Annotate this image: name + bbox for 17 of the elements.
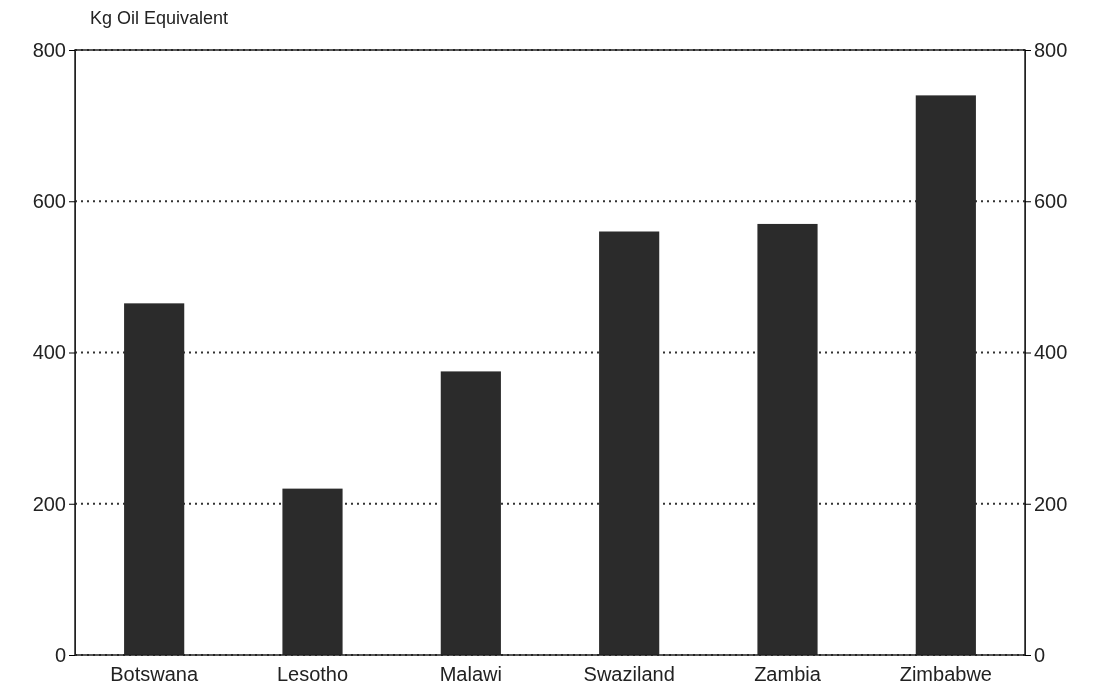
y-tick-label: 400 [32, 341, 66, 364]
y2-tick-label: 600 [1034, 190, 1068, 213]
x-tick-label: Malawi [439, 663, 502, 686]
y-tick-label: 800 [32, 38, 66, 61]
x-tick-label: Swaziland [583, 663, 675, 686]
y2-tick-label: 400 [1034, 341, 1068, 364]
y2-tick-label: 200 [1034, 492, 1068, 515]
x-tick-label: Botswana [110, 663, 199, 686]
y-axis-title: Kg Oil Equivalent [90, 8, 229, 28]
y-tick-label: 600 [32, 190, 66, 213]
y2-tick-label: 800 [1034, 38, 1068, 61]
x-tick-label: Zambia [754, 663, 822, 686]
y2-tick-label: 0 [1034, 643, 1046, 666]
y-tick-label: 0 [54, 643, 66, 666]
x-tick-label: Lesotho [276, 663, 349, 686]
y-tick-label: 200 [32, 492, 66, 515]
x-tick-label: Zimbabwe [899, 663, 992, 686]
